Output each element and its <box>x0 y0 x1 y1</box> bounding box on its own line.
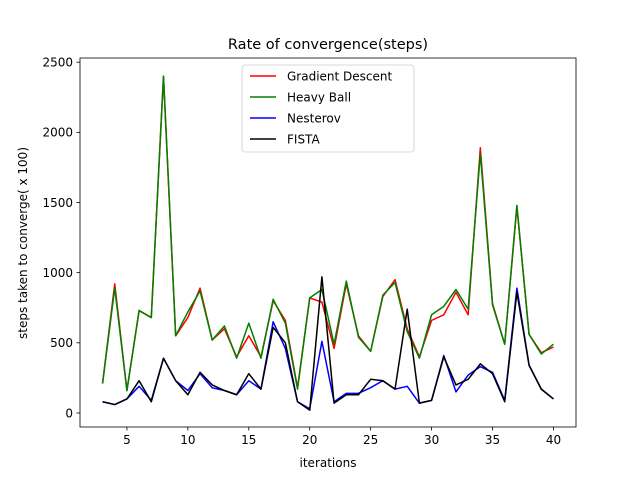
y-tick-label: 1500 <box>42 196 73 210</box>
series-line-4 <box>102 276 554 411</box>
x-tick-label: 15 <box>241 433 256 447</box>
y-tick-label: 0 <box>65 406 73 420</box>
chart-title: Rate of convergence(steps) <box>228 37 428 53</box>
y-tick-label: 2000 <box>42 126 73 140</box>
x-tick-label: 20 <box>302 433 317 447</box>
legend-label-1: Gradient Descent <box>287 70 393 84</box>
x-tick-label: 25 <box>363 433 378 447</box>
plot-frame <box>79 57 577 428</box>
legend-label-4: FISTA <box>287 133 320 147</box>
axes-layer: 5 10 15 20 25 30 35 40 0 500 1000 1500 2000 2500 <box>42 56 577 447</box>
y-tick-label: 2500 <box>42 56 73 70</box>
legend-label-2: Heavy Ball <box>287 91 351 105</box>
series-line-2 <box>101 75 554 392</box>
y-tick-label: 1000 <box>42 266 73 280</box>
x-tick-label: 35 <box>485 433 500 447</box>
x-axis-label: iterations <box>300 456 357 470</box>
x-tick-label: 40 <box>546 433 561 447</box>
legend: Gradient Descent Heavy Ball Nesterov FISTA <box>241 64 415 153</box>
x-tick-label: 30 <box>424 433 439 447</box>
y-tick-label: 500 <box>50 336 73 350</box>
y-axis-label: steps taken to converge( x 100) <box>16 147 30 339</box>
x-tick-label: 5 <box>123 433 131 447</box>
legend-label-3: Nesterov <box>287 112 341 126</box>
legend-box <box>241 64 415 153</box>
x-tick-label: 10 <box>180 433 195 447</box>
series-layer <box>101 75 554 411</box>
